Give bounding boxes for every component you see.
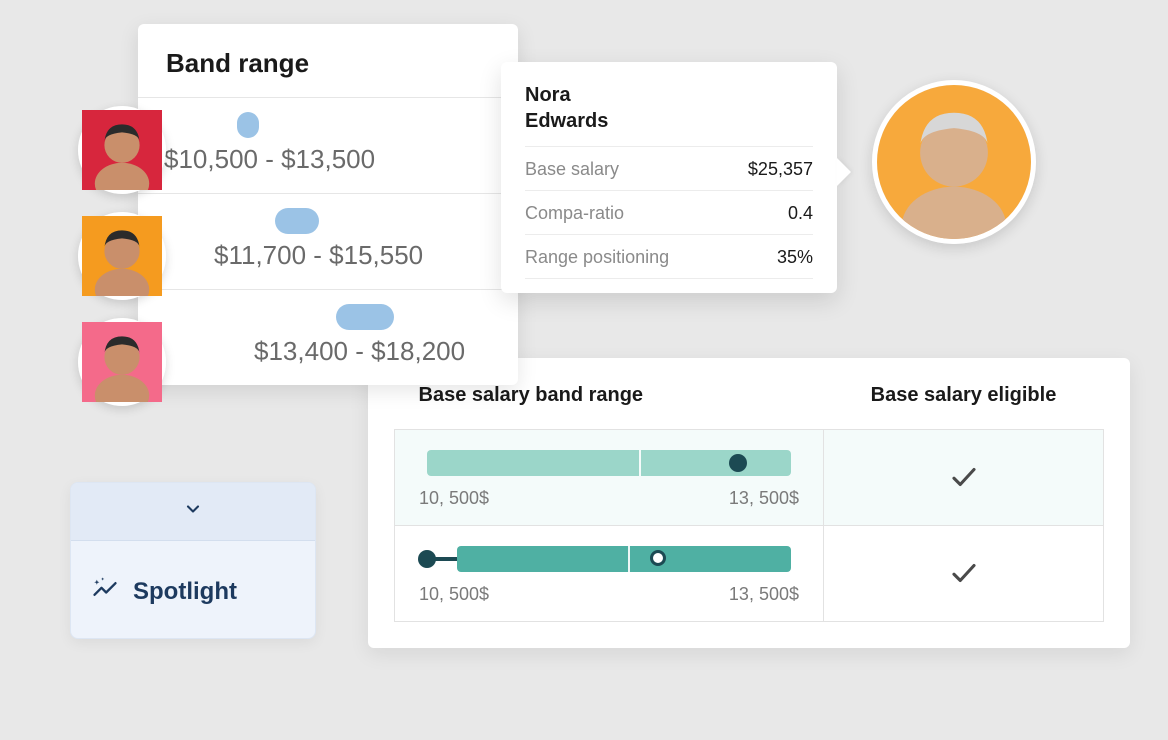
spotlight-icon [91,575,119,608]
band-range-row: $10,500 - $13,500 [138,97,518,193]
avatar [78,106,166,194]
employee-first-name: Nora [525,84,571,106]
range-labels: 10, 500$ 13, 500$ [419,488,799,509]
band-range-avatars [78,106,166,424]
table-row: 10, 500$ 13, 500$ [395,430,1104,526]
detail-row-key: Base salary [525,159,619,180]
avatar [78,212,166,300]
detail-row-value: 0.4 [788,203,813,224]
employee-name: Nora Edwards [525,82,813,134]
range-max: 13, 500$ [729,584,799,605]
range-min: 10, 500$ [419,488,489,509]
detail-row-value: $25,357 [748,159,813,180]
band-range-value: $11,700 - $15,550 [154,240,502,271]
table-cell-eligible [824,526,1104,622]
detail-row: Compa-ratio 0.4 [525,190,813,234]
band-range-pill [237,112,259,138]
range-max: 13, 500$ [729,488,799,509]
band-range-row: $13,400 - $18,200 [138,289,518,385]
range-tick [639,450,641,476]
range-dot [418,550,436,568]
employee-last-name: Edwards [525,110,608,132]
band-range-pill [275,208,319,234]
detail-row-value: 35% [777,247,813,268]
detail-row: Range positioning 35% [525,234,813,279]
detail-row-key: Range positioning [525,247,669,268]
range-tick [628,546,630,572]
range-min: 10, 500$ [419,584,489,605]
table-col-eligible: Base salary eligible [824,384,1104,430]
salary-band-table: Base salary band range Base salary eligi… [394,384,1104,622]
range-dot [729,454,747,472]
detail-row: Base salary $25,357 [525,146,813,190]
avatar [78,318,166,406]
check-icon [949,558,979,593]
range-dot [650,550,666,566]
range-bar [419,450,799,476]
table-cell-eligible [824,430,1104,526]
band-range-row: $11,700 - $15,550 [138,193,518,289]
range-track [457,546,791,572]
band-range-value: $13,400 - $18,200 [154,336,502,367]
range-labels: 10, 500$ 13, 500$ [419,584,799,605]
table-cell-band-range: 10, 500$ 13, 500$ [395,430,824,526]
employee-detail-card: Nora Edwards Base salary $25,357 Compa-r… [501,62,837,293]
band-range-title: Band range [138,24,518,97]
spotlight-toggle[interactable] [71,483,315,541]
spotlight-label: Spotlight [133,578,237,606]
band-range-value: $10,500 - $13,500 [154,144,502,175]
detail-row-key: Compa-ratio [525,203,624,224]
spotlight-widget: Spotlight [70,482,316,639]
table-col-band-range: Base salary band range [395,384,824,430]
band-range-pill [336,304,394,330]
range-bar [419,546,799,572]
chevron-down-icon [183,506,203,523]
avatar [872,80,1036,244]
band-range-card: Band range $10,500 - $13,500 $11,700 - $… [138,24,518,385]
salary-band-table-card: Base salary band range Base salary eligi… [368,358,1130,648]
table-row: 10, 500$ 13, 500$ [395,526,1104,622]
table-cell-band-range: 10, 500$ 13, 500$ [395,526,824,622]
check-icon [949,462,979,497]
